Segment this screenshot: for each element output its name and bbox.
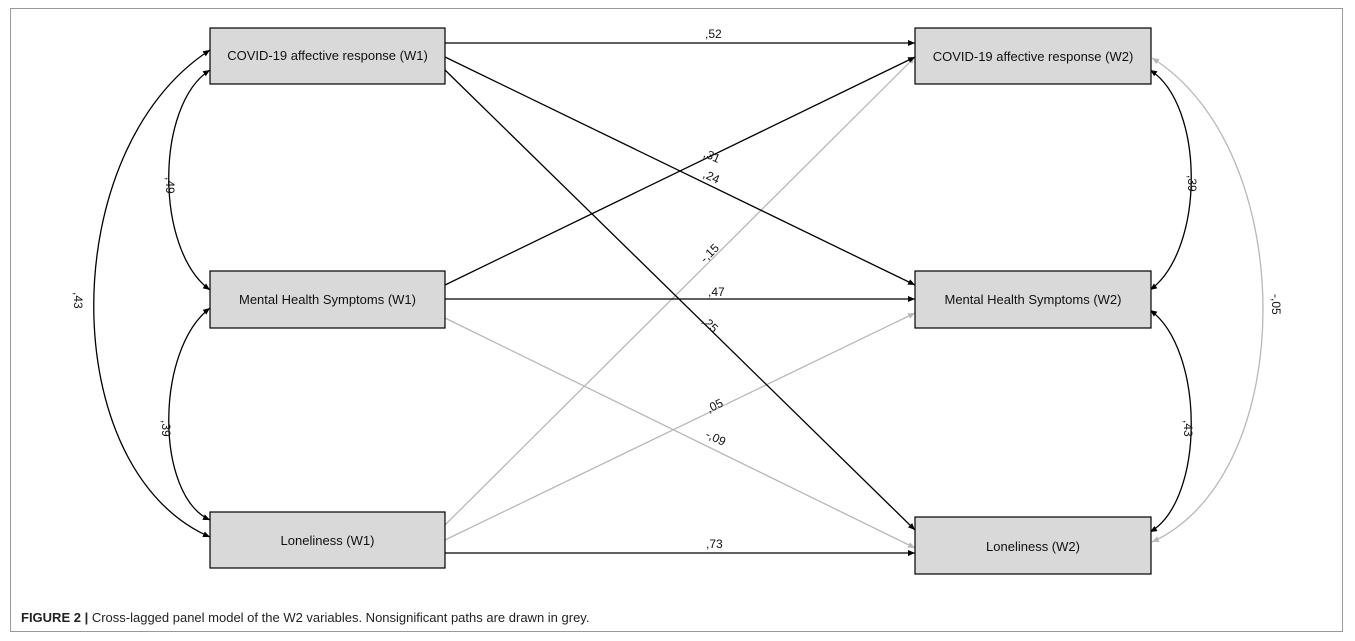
node-lonely-w1: Loneliness (W1) [209, 511, 446, 569]
coef-covid1-mental2: ,24 [701, 167, 722, 187]
coef-lonely1-lonely2: ,73 [706, 537, 723, 551]
corr-arc-mental-lonely-w1 [168, 307, 211, 521]
node-covid-w1-label: COVID-19 affective response (W1) [227, 48, 428, 63]
figure-frame [10, 8, 1343, 632]
node-covid-w1: COVID-19 affective response (W1) [209, 27, 446, 85]
corr-arc-covid-lonely-w1 [93, 49, 211, 538]
coef-covid1-covid2: ,52 [705, 27, 722, 41]
node-mental-w1: Mental Health Symptoms (W1) [209, 270, 446, 329]
coef-mental1-mental2: ,47 [708, 285, 725, 299]
corr-arc-mental-lonely-w2 [1149, 309, 1192, 533]
coef-lonely1-mental2: ,05 [704, 396, 725, 416]
coef-corr-covid-mental-w1: ,49 [163, 177, 177, 194]
path-mental1-lonely2 [444, 317, 916, 549]
node-mental-w2-label: Mental Health Symptoms (W2) [945, 292, 1122, 307]
path-lonely1-mental2 [444, 312, 916, 541]
node-lonely-w2: Loneliness (W2) [914, 516, 1152, 575]
figure-caption-text: Cross-lagged panel model of the W2 varia… [88, 610, 590, 625]
coef-corr-covid-lonely-w2: -,05 [1269, 294, 1283, 315]
figure-caption: FIGURE 2 | Cross-lagged panel model of t… [21, 610, 589, 625]
coef-lonely1-covid2: -,15 [697, 241, 722, 266]
coef-corr-mental-lonely-w2: ,43 [1181, 420, 1195, 437]
corr-arc-covid-mental-w1 [168, 69, 211, 291]
corr-arc-covid-lonely-w2 [1151, 57, 1264, 543]
coef-mental1-covid2: ,31 [701, 146, 722, 166]
path-covid1-lonely2 [444, 69, 916, 531]
node-mental-w1-label: Mental Health Symptoms (W1) [239, 292, 416, 307]
node-covid-w2-label: COVID-19 affective response (W2) [933, 49, 1134, 64]
node-lonely-w1-label: Loneliness (W1) [281, 533, 375, 548]
coef-corr-covid-mental-w2: ,39 [1185, 175, 1199, 192]
node-mental-w2: Mental Health Symptoms (W2) [914, 270, 1152, 329]
coef-corr-mental-lonely-w1: ,39 [159, 420, 173, 437]
coef-covid1-lonely2: ,25 [699, 314, 721, 336]
corr-arc-covid-mental-w2 [1149, 69, 1192, 291]
path-lonely1-covid2 [444, 56, 916, 526]
node-covid-w2: COVID-19 affective response (W2) [914, 27, 1152, 85]
coef-corr-covid-lonely-w1: ,43 [71, 292, 85, 309]
node-lonely-w2-label: Loneliness (W2) [986, 539, 1080, 554]
figure-caption-label: FIGURE 2 | [21, 610, 89, 625]
path-covid1-mental2 [444, 56, 916, 286]
